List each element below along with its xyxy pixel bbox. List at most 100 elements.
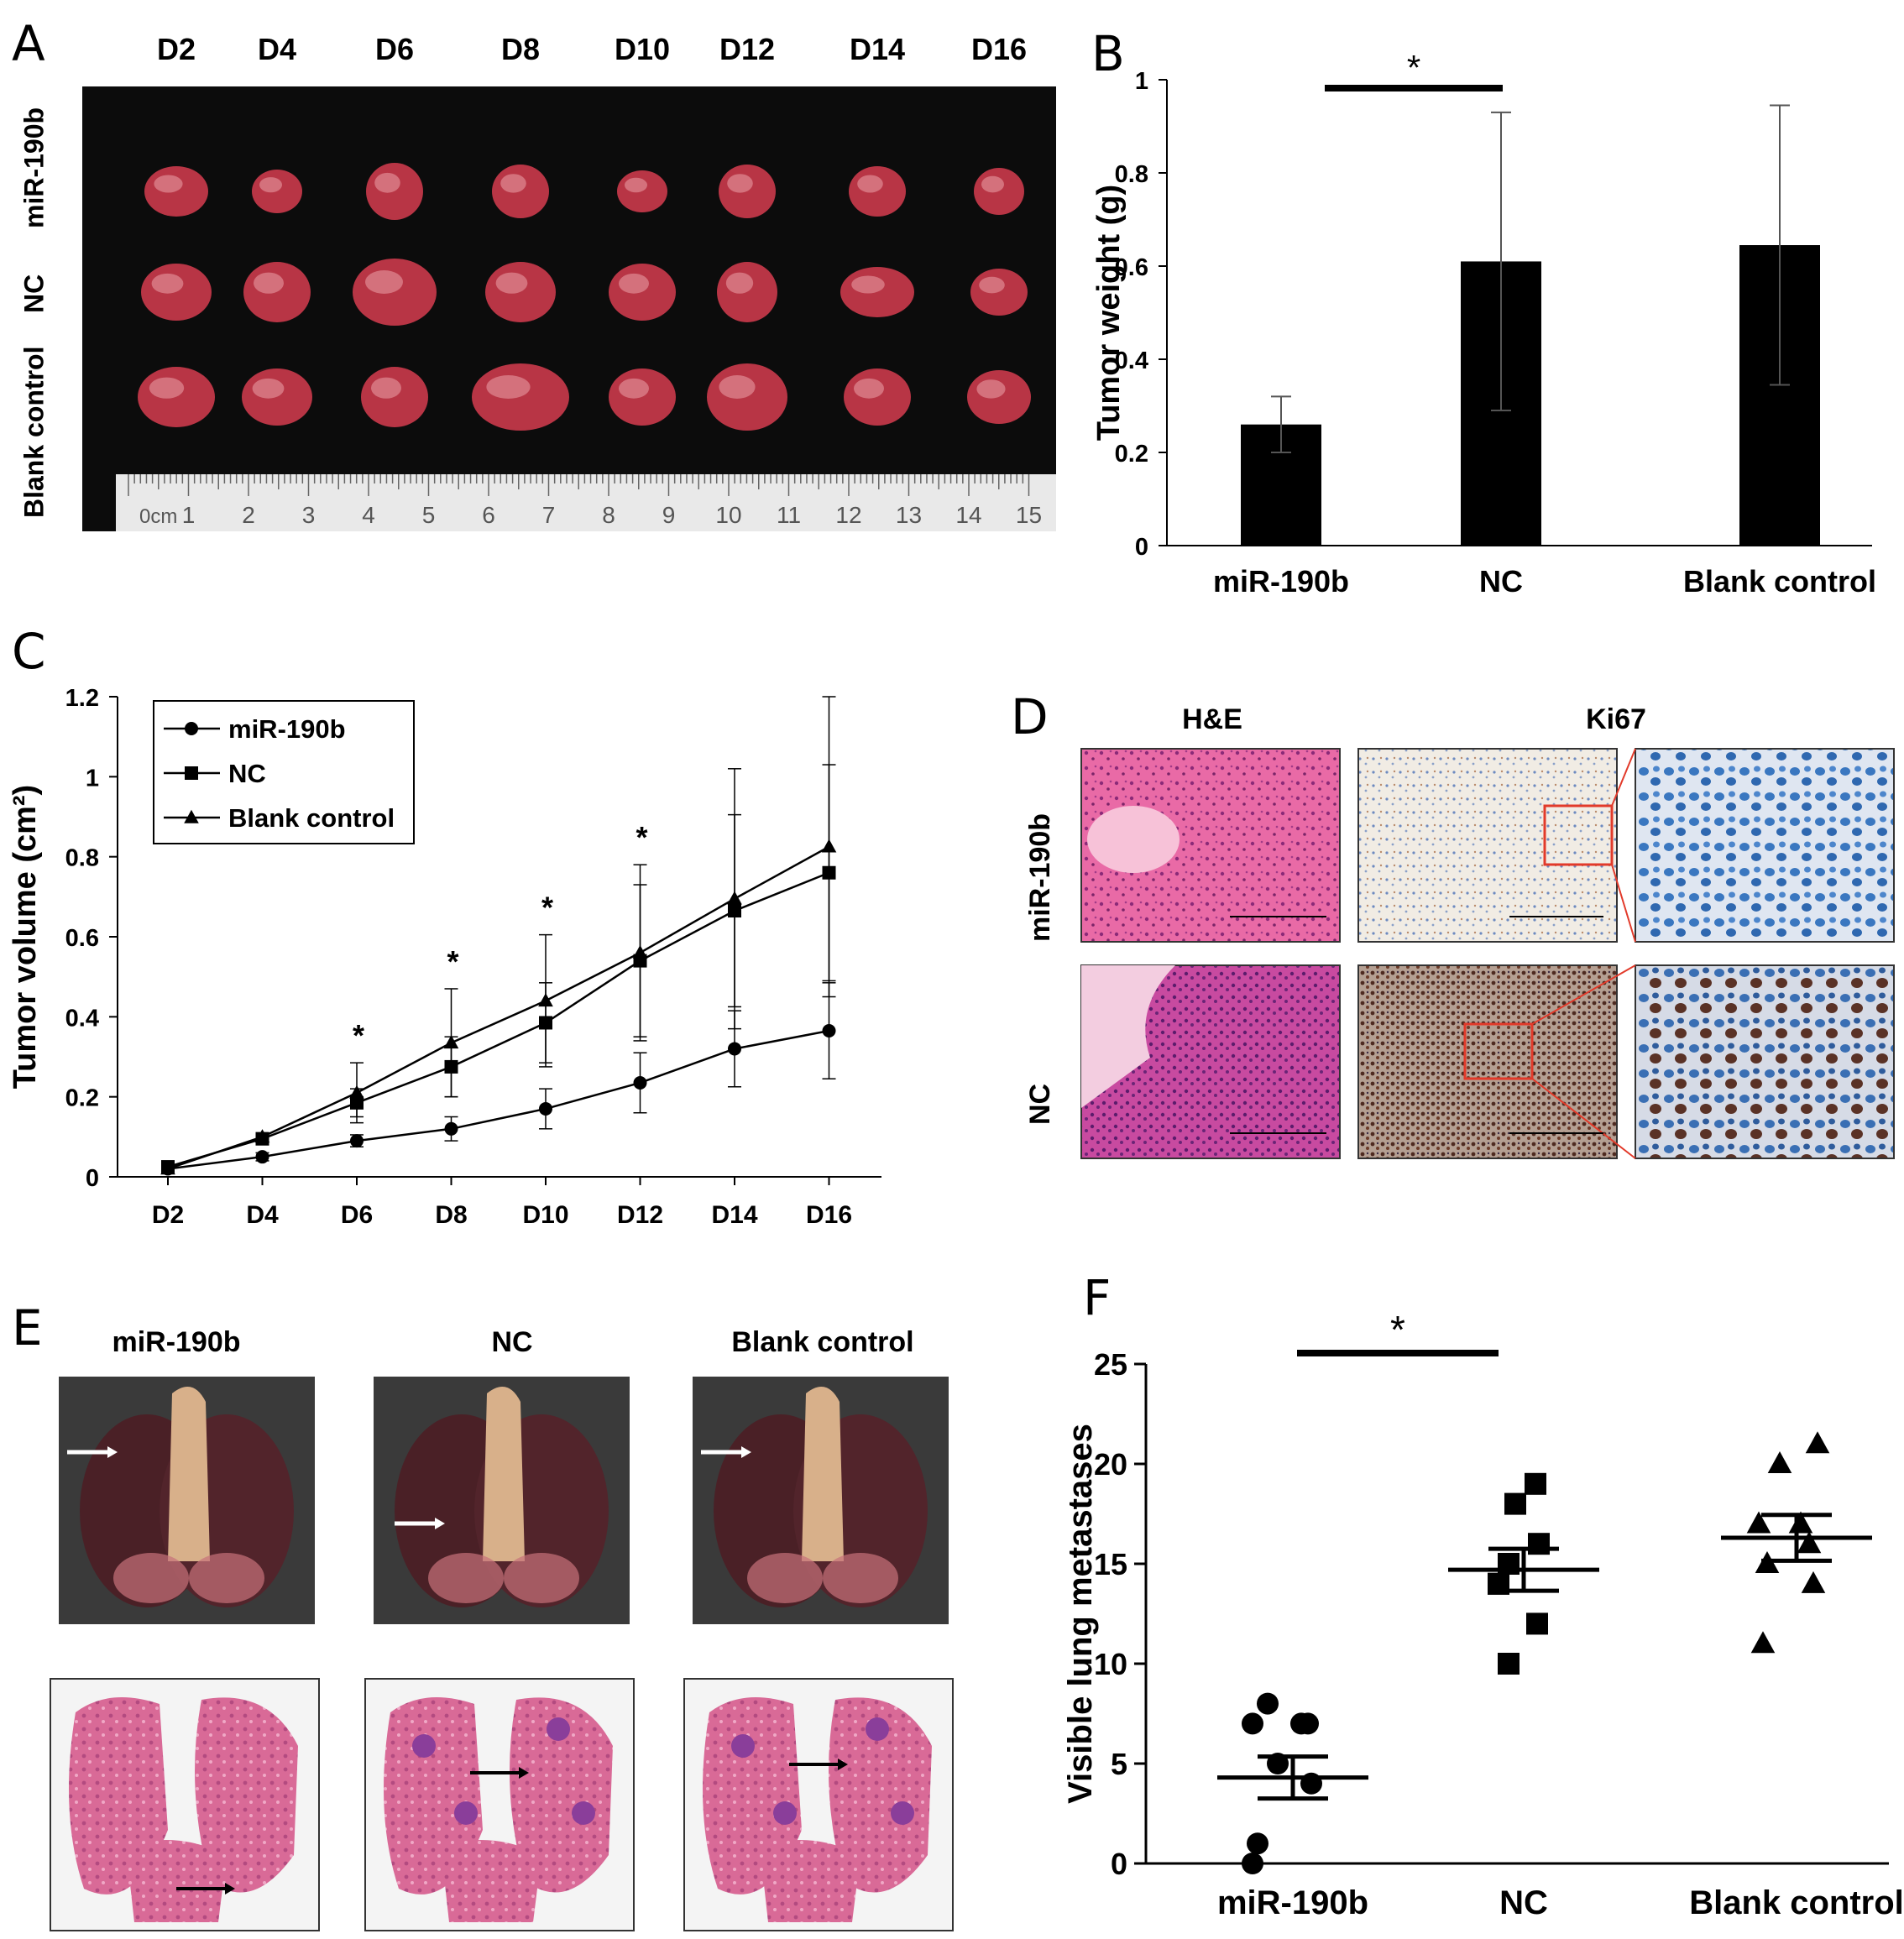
y-tick-label: 0.8 [65,845,99,872]
tumor [242,368,312,426]
ki67-mir190b-image [1357,748,1618,943]
tumor [144,166,208,217]
tumor-highlight [976,379,1006,399]
tumor [141,264,212,321]
ruler-number: 13 [896,502,922,528]
tumor-highlight [149,377,185,399]
data-point [1528,1533,1550,1555]
tumor [719,165,776,218]
tumor [353,259,437,326]
x-tick-label: NC [1479,564,1523,598]
data-point [1797,1531,1822,1554]
tumor-highlight [979,276,1005,294]
chart-f: 0 5 10 15 20 25 miR-190b NC Blank control * Visibl… [1062,1308,1904,1921]
histology-grid [1080,748,1895,1159]
chart-c: 0 0.2 0.4 0.6 0.8 1 1.2 D2 D4 D6 D8 D10 D12 D14 D16 * * *… [8,685,881,1229]
tumor [609,264,676,321]
data-point [255,1150,269,1164]
ki67-mir190b-inset-box [1543,804,1614,866]
group-triangle [1721,1431,1872,1654]
y-tick-label: 5 [1111,1747,1127,1781]
data-point [822,1024,836,1038]
tumor [361,367,428,427]
ruler [116,474,1056,531]
tumor [849,166,906,217]
data-point [1242,1853,1263,1874]
data-point [1257,1692,1279,1715]
row-label-2: Blank control [18,346,50,519]
ruler-number: 9 [662,502,676,528]
chart-b: 0 0.2 0.4 0.6 0.8 1 miR-190b NC Blank control * Tu… [1091,48,1876,598]
arrow-head [225,1883,235,1895]
metastasis-nodule [731,1734,755,1758]
row-label-0: miR-190b [18,107,50,229]
lung-lobe-section [195,1697,298,1893]
tumor-highlight [725,272,754,294]
tumor-highlight [252,378,285,399]
panel-d: H&E Ki67 miR-190b NC [1007,688,1904,1184]
y-axis-label: Visible lung metastases [1062,1424,1099,1804]
tumor-highlight [857,175,883,193]
ruler-number: 15 [1016,502,1042,528]
data-point [1526,1612,1548,1635]
day-label-d2: D2 [156,32,196,66]
ruler-number: 1 [182,502,196,528]
legend-marker [185,766,198,780]
tumor-highlight [486,375,531,399]
tumor-photo: 0cm 1 2 3 4 5 6 7 8 9 10 11 12 13 14 15 [82,86,1056,531]
tumor-highlight [727,174,753,193]
tumor [844,368,911,426]
data-point [1767,1451,1792,1474]
tumor-highlight [254,272,284,294]
lung-lobe-section [126,1840,227,1922]
y-tick-label: 0.6 [65,925,99,952]
he-nc-airspace [1081,965,1175,1108]
lung-highlight [189,1553,264,1603]
tumor-highlight [374,172,400,193]
data-point [1504,1492,1526,1515]
tumor [609,368,676,426]
trachea [802,1387,844,1561]
y-tick-label: 15 [1094,1547,1127,1581]
arrow-head [519,1767,529,1779]
panel-e-label: E [12,1299,43,1356]
y-axis-label: Tumor weight (g) [1091,185,1127,441]
ruler-number: 5 [422,502,436,528]
day-label-d16: D16 [970,32,1028,66]
day-label-d8: D8 [500,32,541,66]
data-point [443,1035,459,1049]
legend-label: NC [228,759,266,788]
tumor [138,367,215,427]
x-tick-label: D8 [435,1201,467,1229]
panel-e: miR-190b NC Blank control [0,1309,991,1939]
x-tick-label: Blank control [1683,564,1876,598]
ruler-number: 6 [482,502,495,528]
tumor-highlight [719,375,756,399]
lung-lobe-section [510,1697,613,1893]
metastasis-nodule [454,1801,478,1825]
lung-col-blank: Blank control [731,1326,914,1358]
lung-highlight [823,1553,898,1603]
data-point [1297,1712,1319,1735]
y-tick-label: 10 [1094,1647,1127,1681]
data-point [349,1084,364,1099]
legend-label: miR-190b [228,714,346,744]
data-point [1525,1472,1546,1495]
data-point [1247,1832,1268,1855]
data-point [632,944,648,959]
data-point [1498,1653,1520,1675]
data-point [538,993,553,1007]
metastasis-nodule [412,1734,436,1758]
ki67-header: Ki67 [1586,703,1646,735]
lung-highlight [428,1553,504,1603]
data-point [539,1101,552,1116]
ruler-number: 14 [955,502,981,528]
tumor-highlight [365,270,403,294]
x-tick-label: miR-190b [1213,564,1349,598]
day-label-d14: D14 [849,32,906,66]
tumor-highlight [259,177,282,193]
metastasis-nodule [572,1801,595,1825]
tumor-highlight [151,273,184,294]
day-label-d4: D4 [257,32,297,66]
x-tick-label: D4 [246,1201,279,1229]
